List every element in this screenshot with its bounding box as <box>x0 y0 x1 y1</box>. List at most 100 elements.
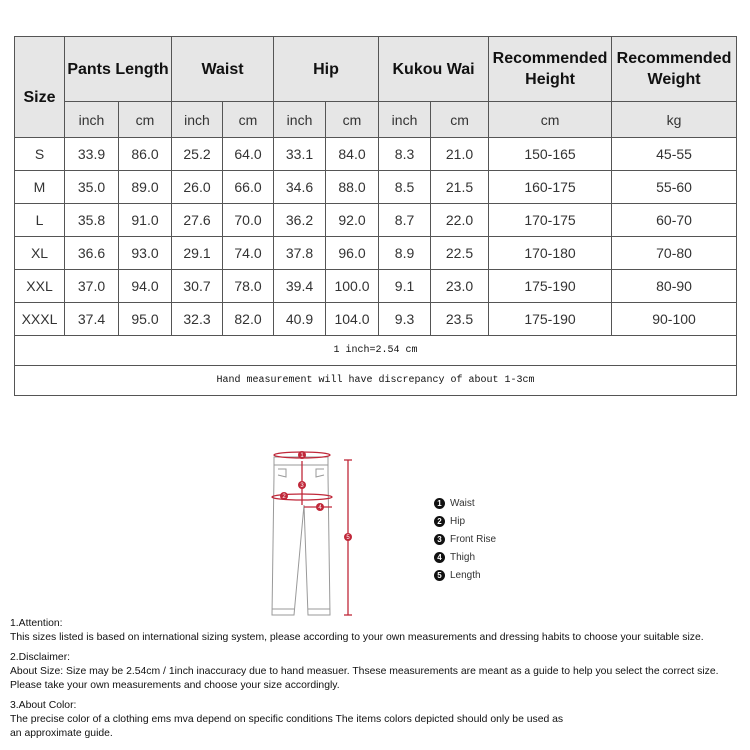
table-cell: 34.6 <box>273 170 327 204</box>
header-waist: Waist <box>170 36 275 102</box>
unit-header: inch <box>64 101 119 138</box>
table-cell: 60-70 <box>611 203 738 237</box>
size-cell: S <box>14 137 65 171</box>
table-cell: 30.7 <box>171 269 223 303</box>
marker-label: 4 <box>318 505 322 511</box>
table-cell: 29.1 <box>171 236 223 270</box>
header-pants-length: Pants Length <box>64 36 172 102</box>
table-cell: 22.5 <box>430 236 490 270</box>
marker-front-rise-icon <box>298 481 306 489</box>
table-cell: 35.8 <box>64 203 119 237</box>
table-cell: 104.0 <box>325 302 380 336</box>
note-row: 1 inch=2.54 cm <box>13 335 738 366</box>
table-cell: 80-90 <box>611 269 738 303</box>
number-badge-icon: 2 <box>434 515 445 527</box>
unit-header: cm <box>430 101 490 138</box>
table-row: XXL 37.0 94.0 30.7 78.0 39.4 100.0 9.1 23.0 175-1… <box>14 269 738 303</box>
table-row: XL 36.6 93.0 29.1 74.0 37.8 96.0 8.9 22.5 170-180… <box>14 236 738 270</box>
header-hip: Hip <box>273 36 380 102</box>
table-cell: 8.5 <box>378 170 432 204</box>
table-cell: 9.3 <box>378 302 432 336</box>
table-cell: 100.0 <box>325 269 380 303</box>
table-cell: 23.5 <box>430 302 490 336</box>
table-cell: 37.4 <box>64 302 119 336</box>
table-cell: 82.0 <box>221 302 275 336</box>
table-cell: 8.7 <box>378 203 432 237</box>
table-cell: 175-190 <box>488 269 613 303</box>
table-cell: 35.0 <box>64 170 119 204</box>
table-cell: 45-55 <box>611 137 738 171</box>
table-cell: 95.0 <box>118 302 172 336</box>
note-row: Hand measurement will have discrepancy o… <box>13 365 738 396</box>
pants-measurement-diagram: 1 2 3 4 5 <box>271 451 352 616</box>
marker-label: 3 <box>300 483 304 489</box>
table-cell: 37.0 <box>64 269 119 303</box>
inch-conversion-note: 1 inch=2.54 cm <box>13 335 738 366</box>
note-text: an approximate guide. <box>10 728 113 739</box>
table-cell: 36.2 <box>273 203 327 237</box>
header-recommended-weight: Recommended Weight <box>611 36 738 102</box>
table-cell: 90-100 <box>611 302 738 336</box>
table-cell: 22.0 <box>430 203 490 237</box>
table-cell: 33.9 <box>64 137 119 171</box>
unit-header: inch <box>171 101 223 138</box>
table-cell: 21.5 <box>430 170 490 204</box>
table-cell: 23.0 <box>430 269 490 303</box>
legend-label: Front Rise <box>450 533 497 545</box>
table-cell: 89.0 <box>118 170 172 204</box>
header-kukou-wai: Kukou Wai <box>378 36 490 102</box>
diagram-legend: 1 Waist 2 Hip 3 Front Rise 4 Thigh 5 Length <box>434 494 496 584</box>
header-row: Size Pants Length Waist Hip Kukou Wai Re… <box>14 36 738 138</box>
table-cell: 170-175 <box>488 203 613 237</box>
marker-waist-icon <box>298 451 306 459</box>
number-badge-icon: 3 <box>434 533 445 545</box>
table-cell: 96.0 <box>325 236 380 270</box>
unit-header: inch <box>378 101 432 138</box>
table-cell: 8.9 <box>378 236 432 270</box>
marker-hip-icon <box>280 492 288 500</box>
size-cell: M <box>14 170 65 204</box>
legend-label: Waist <box>450 497 475 509</box>
unit-header: cm <box>221 101 275 138</box>
table-cell: 86.0 <box>118 137 172 171</box>
size-header: Size <box>14 36 65 138</box>
table-row: XXXL 37.4 95.0 32.3 82.0 40.9 104.0 9.3 23.5 175-… <box>14 302 738 336</box>
unit-row: inch cm inch cm inch cm inch cm cm kg <box>15 101 738 138</box>
header-recommended-height: Recommended Height <box>488 36 613 102</box>
note-text: About Size: Size may be 2.54cm / 1inch i… <box>10 666 719 677</box>
table-cell: 66.0 <box>221 170 275 204</box>
note-title: 2.Disclaimer: <box>10 652 71 663</box>
marker-length-icon <box>344 533 352 541</box>
size-chart-table: Size Pants Length Waist Hip Kukou Wai Re… <box>13 36 738 396</box>
unit-header: inch <box>273 101 327 138</box>
legend-item: 2 Hip <box>434 512 496 530</box>
legend-label: Length <box>450 569 481 581</box>
table-cell: 26.0 <box>171 170 223 204</box>
note-block: 2.Disclaimer: About Size: Size may be 2.5… <box>10 651 719 693</box>
table-cell: 150-165 <box>488 137 613 171</box>
note-text: The precise color of a clothing ems mva … <box>10 714 564 725</box>
table-cell: 40.9 <box>273 302 327 336</box>
table-cell: 55-60 <box>611 170 738 204</box>
table-row: M 35.0 89.0 26.0 66.0 34.6 88.0 8.5 21.5 160-175 5… <box>14 170 738 204</box>
table-cell: 9.1 <box>378 269 432 303</box>
table-cell: 21.0 <box>430 137 490 171</box>
size-cell: XXL <box>14 269 65 303</box>
note-title: 3.About Color: <box>10 700 77 711</box>
note-block: 3.About Color: The precise color of a clo… <box>10 699 719 741</box>
discrepancy-note: Hand measurement will have discrepancy o… <box>13 365 738 396</box>
unit-header: kg <box>611 101 738 138</box>
legend-label: Hip <box>450 515 466 527</box>
number-badge-icon: 1 <box>434 497 445 509</box>
table-cell: 25.2 <box>171 137 223 171</box>
size-cell: L <box>14 203 65 237</box>
table-cell: 92.0 <box>325 203 380 237</box>
table-cell: 70-80 <box>611 236 738 270</box>
marker-label: 5 <box>346 535 350 541</box>
table-cell: 39.4 <box>273 269 327 303</box>
size-cell: XL <box>14 236 65 270</box>
note-text: Please take your own measurements and ch… <box>10 680 340 691</box>
number-badge-icon: 4 <box>434 551 445 563</box>
unit-header: cm <box>325 101 380 138</box>
table-cell: 8.3 <box>378 137 432 171</box>
